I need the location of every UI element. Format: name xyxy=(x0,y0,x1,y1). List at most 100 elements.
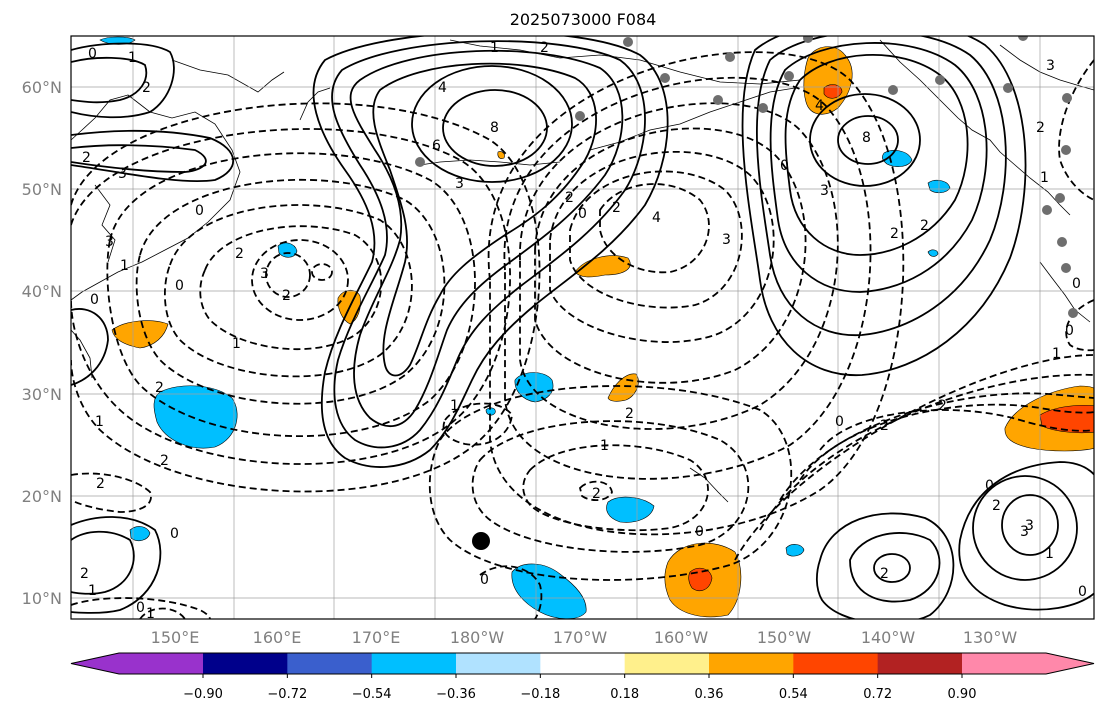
contour-label: 2 xyxy=(612,200,621,216)
contour xyxy=(71,144,207,173)
station-dot xyxy=(415,157,425,167)
contour xyxy=(411,65,573,183)
colorbar-tick-label: 0.54 xyxy=(779,687,808,702)
contour-label: 2 xyxy=(592,486,601,502)
contour-label: 0 xyxy=(195,203,204,219)
colorbar-segment xyxy=(624,653,710,674)
coastline xyxy=(94,184,116,263)
colorbar-tick-label: 0.72 xyxy=(863,687,892,702)
contour xyxy=(784,53,969,256)
contour-label: 2 xyxy=(160,453,169,469)
contour-label: 3 xyxy=(820,183,829,199)
contour-label: 3 xyxy=(105,234,114,250)
contour xyxy=(428,385,793,581)
contour xyxy=(759,373,1094,531)
colorbar-segment xyxy=(709,653,794,674)
colorbar-tick-label: −0.18 xyxy=(520,687,560,702)
station-dot xyxy=(1003,83,1013,93)
coastline xyxy=(449,39,801,85)
contour-label: 0 xyxy=(578,206,587,222)
patch-orange xyxy=(574,255,631,278)
contour-label: 1 xyxy=(88,583,97,599)
contour-label: 3 xyxy=(118,166,127,182)
contour xyxy=(71,308,109,386)
contour-label: 0 xyxy=(780,158,789,174)
contour xyxy=(471,420,750,553)
colorbar-tick-label: 0.36 xyxy=(695,687,724,702)
station-dot xyxy=(713,95,723,105)
contour xyxy=(1065,299,1094,352)
colorbar-tick-label: −0.72 xyxy=(267,687,307,702)
contour xyxy=(372,62,597,377)
patch-orange xyxy=(497,151,505,159)
contour xyxy=(837,115,899,165)
station-dot xyxy=(1061,263,1071,273)
contour-label: 2 xyxy=(880,566,889,582)
contour-label: 2 xyxy=(82,150,91,166)
lon-label: 130°W xyxy=(963,628,1018,647)
contour-label: 0 xyxy=(136,600,145,616)
contour-label: 2 xyxy=(96,476,105,492)
colorbar-extend-low xyxy=(71,653,119,674)
contour-label: 1 xyxy=(95,414,104,430)
colorbar-tick-label: −0.54 xyxy=(352,687,392,702)
map-frame xyxy=(70,35,1095,620)
contour-label: 0 xyxy=(88,46,97,62)
patch-blue xyxy=(927,249,939,257)
contour-label: 0 xyxy=(835,414,844,430)
contour xyxy=(522,444,709,532)
patch-red xyxy=(823,84,843,99)
contour-label: 0 xyxy=(480,572,489,588)
coastlines xyxy=(71,39,1094,503)
contour-label: 2 xyxy=(282,288,291,304)
colorbar-segment xyxy=(203,653,288,674)
station-dots xyxy=(415,36,1078,318)
station-dot xyxy=(758,103,768,113)
contour xyxy=(599,183,710,274)
patch-blue xyxy=(129,526,151,542)
contour xyxy=(769,42,988,293)
contour xyxy=(331,40,646,449)
contour-label: 4 xyxy=(815,98,824,114)
contour-label: 2 xyxy=(80,566,89,582)
contour-label: 2 xyxy=(1036,120,1045,136)
contour xyxy=(312,36,669,468)
lat-label: 50°N xyxy=(22,180,62,199)
contour-label: 2 xyxy=(938,398,947,414)
coastline xyxy=(879,39,1071,216)
lon-label: 160°E xyxy=(253,628,302,647)
colorbar-segment xyxy=(793,653,879,674)
contour xyxy=(1058,59,1094,201)
contour-label: 1 xyxy=(450,398,459,414)
contour xyxy=(569,170,743,309)
coastline xyxy=(71,94,241,301)
contour xyxy=(741,36,1027,376)
colorbar-segment xyxy=(540,653,626,674)
contour-label: 3 xyxy=(1046,58,1055,74)
positive-contours xyxy=(71,36,1094,619)
colorbar-tick-label: −0.90 xyxy=(183,687,223,702)
lon-label: 170°E xyxy=(352,628,401,647)
colorbar: −0.90 −0.72 −0.54 −0.36 −0.18 0.18 0.36 0.54 0.7… xyxy=(70,652,1095,702)
contour-label: 3 xyxy=(260,266,269,282)
contour xyxy=(71,516,162,614)
contour xyxy=(199,225,383,351)
contour-label: 1 xyxy=(232,336,241,352)
station-dot xyxy=(1057,237,1067,247)
contour xyxy=(972,475,1078,581)
contour xyxy=(958,461,1094,611)
contour xyxy=(71,128,511,465)
contour xyxy=(442,402,513,446)
contour-label: 0 xyxy=(175,278,184,294)
contour-label: 2 xyxy=(540,40,549,56)
contour-label: 0 xyxy=(170,526,179,542)
contour xyxy=(873,553,911,583)
contour-label: 3 xyxy=(1025,518,1034,534)
lon-label: 150°W xyxy=(757,628,812,647)
contour-labels: 0 1 2 2 3 4 6 8 4 8 3 2 2 1 0 1 2 3 2 0 … xyxy=(80,40,1087,619)
contour-label: 2 xyxy=(880,418,889,434)
contour-label: 8 xyxy=(862,130,871,146)
lat-label: 20°N xyxy=(22,487,62,506)
contour xyxy=(755,36,1007,337)
contour-label: 2 xyxy=(920,218,929,234)
